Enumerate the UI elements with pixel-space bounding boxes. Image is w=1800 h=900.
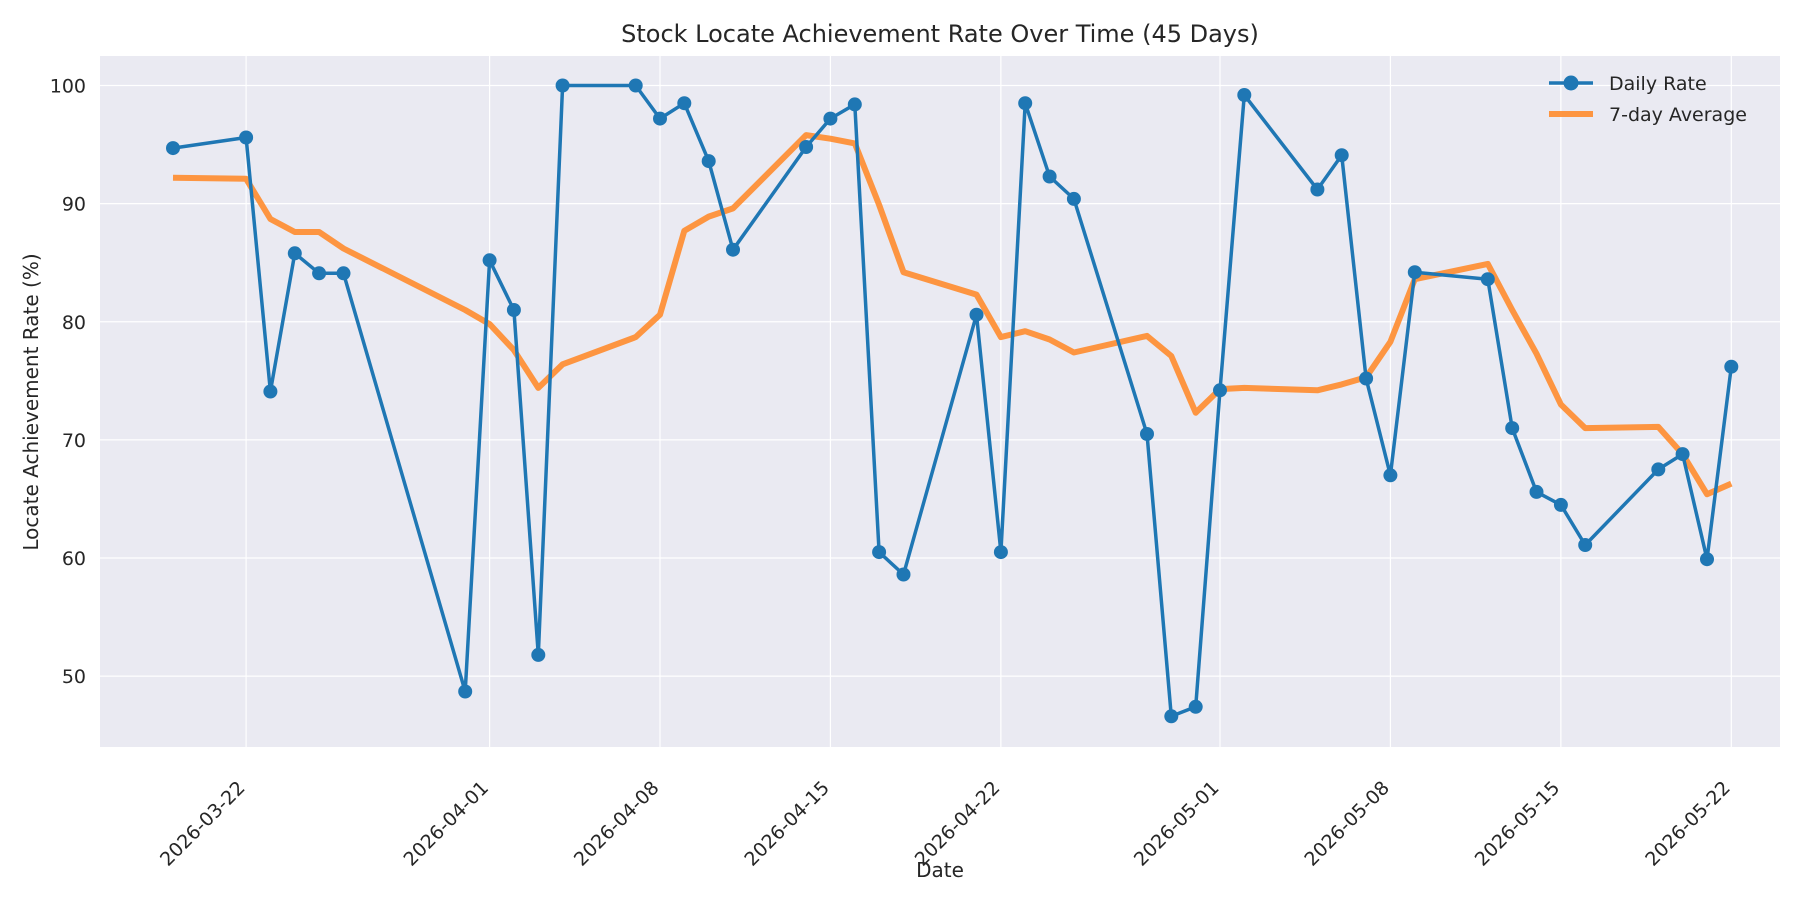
daily-rate-point (263, 384, 278, 399)
daily-rate-point (799, 140, 814, 154)
daily-rate-point (1042, 169, 1057, 184)
daily-rate-point (1188, 699, 1203, 714)
daily-rate-point (1334, 148, 1349, 163)
daily-rate-point (482, 253, 497, 268)
daily-rate-point (847, 97, 862, 112)
y-tick-label: 90 (62, 194, 86, 216)
daily-rate-point (726, 242, 740, 257)
daily-rate-point (531, 647, 546, 662)
daily-rate-point (1553, 497, 1568, 512)
daily-rate-point (1164, 709, 1179, 724)
daily-rate-point (1407, 265, 1422, 280)
daily-rate-point (336, 266, 351, 281)
y-tick-label: 100 (50, 76, 86, 98)
daily-rate-point (701, 154, 716, 169)
average-series (172, 132, 1733, 498)
daily-rate-point (1700, 552, 1714, 567)
y-tick-label: 80 (62, 312, 86, 334)
daily-rate-point (1213, 383, 1227, 398)
legend-daily-label: Daily Rate (1609, 73, 1707, 95)
daily-rate-point (628, 78, 643, 93)
daily-rate-point (1505, 421, 1520, 436)
daily-rate-point (555, 78, 570, 93)
daily-rate-point (312, 266, 327, 281)
daily-rate-point (1018, 96, 1033, 111)
y-tick-label: 60 (62, 548, 86, 570)
daily-rate-point (1578, 538, 1593, 552)
y-tick-label: 70 (62, 430, 86, 452)
y-tick-labels: 50 60 70 80 90 100 (50, 76, 86, 689)
daily-rate-point (1724, 359, 1739, 374)
x-axis-title: Date (916, 858, 964, 882)
y-tick-label: 50 (62, 666, 86, 688)
daily-rate-point (1140, 427, 1154, 441)
daily-rate-point (1359, 371, 1374, 386)
daily-rate-point (872, 545, 887, 560)
daily-rate-point (677, 96, 692, 111)
daily-rate-point (1237, 88, 1252, 102)
daily-rate-point (969, 307, 984, 322)
y-axis-title: Locate Achievement Rate (%) (19, 253, 43, 550)
legend: Daily Rate 7-day Average (1549, 73, 1747, 126)
daily-rate-point (166, 141, 180, 156)
daily-rate-point (1675, 447, 1690, 462)
daily-rate-point (1310, 182, 1325, 197)
daily-series (166, 78, 1739, 724)
daily-rate-point (1651, 462, 1666, 477)
daily-rate-point (653, 111, 667, 126)
daily-rate-point (287, 246, 302, 261)
legend-daily-marker (1563, 75, 1579, 91)
plot-area (100, 56, 1780, 747)
daily-rate-point (1529, 484, 1544, 499)
daily-rate-point (1383, 468, 1398, 483)
daily-rate-point (1480, 272, 1495, 287)
daily-rate-point (1066, 191, 1081, 206)
daily-rate-point (823, 111, 838, 126)
legend-average-label: 7-day Average (1609, 104, 1747, 126)
daily-rate-point (506, 303, 521, 317)
daily-rate-point (896, 567, 911, 582)
average-line (172, 132, 1733, 498)
daily-rate-point (239, 130, 254, 145)
chart-title: Stock Locate Achievement Rate Over Time … (621, 20, 1259, 48)
daily-rate-point (458, 684, 473, 699)
daily-rate-point (993, 545, 1008, 560)
